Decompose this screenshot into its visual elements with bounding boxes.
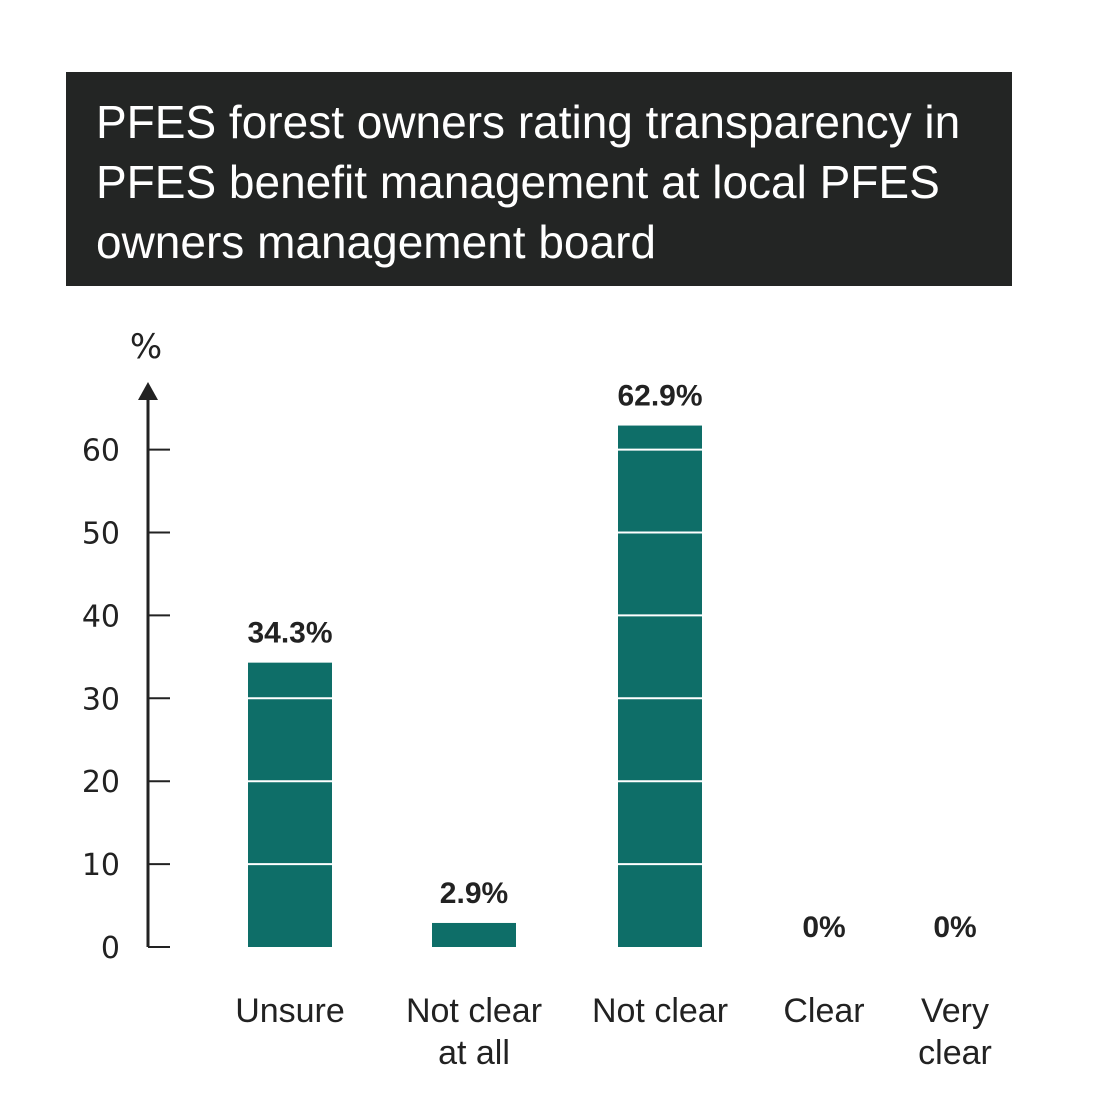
- bars: [248, 425, 702, 948]
- y-tick-label: 20: [82, 765, 120, 800]
- y-axis-arrow: [138, 382, 158, 400]
- category-label: Clear: [783, 992, 864, 1030]
- y-tick-label: 10: [82, 848, 120, 883]
- chart-title-box: PFES forest owners rating transparency i…: [66, 72, 1012, 286]
- labels: 34.3% Unsure 2.9% Not clear at all 62.9% Not c…: [235, 380, 992, 1072]
- data-label: 0%: [933, 911, 976, 944]
- y-tick-label: 50: [82, 517, 120, 552]
- category-label: clear: [918, 1034, 992, 1072]
- data-label: 2.9%: [440, 877, 508, 910]
- bar: [618, 425, 702, 948]
- category-label: Not clear: [592, 992, 728, 1030]
- category-label: Very: [921, 992, 989, 1030]
- y-tick-label: 60: [82, 434, 120, 469]
- y-tick-label: 30: [82, 682, 120, 717]
- y-tick-label: 0: [101, 931, 120, 966]
- y-axis: % 0 10 20 30 40 50 60: [82, 327, 170, 966]
- category-label: Unsure: [235, 992, 345, 1030]
- bar: [248, 662, 332, 947]
- data-label: 34.3%: [247, 617, 332, 650]
- bar: [432, 922, 516, 947]
- y-tick-label: 40: [82, 599, 120, 634]
- category-label: Not clear: [406, 992, 542, 1030]
- data-label: 62.9%: [617, 380, 702, 413]
- category-label: at all: [438, 1034, 510, 1072]
- chart-title: PFES forest owners rating transparency i…: [96, 96, 961, 268]
- data-label: 0%: [802, 911, 845, 944]
- y-axis-unit-label: %: [130, 327, 162, 367]
